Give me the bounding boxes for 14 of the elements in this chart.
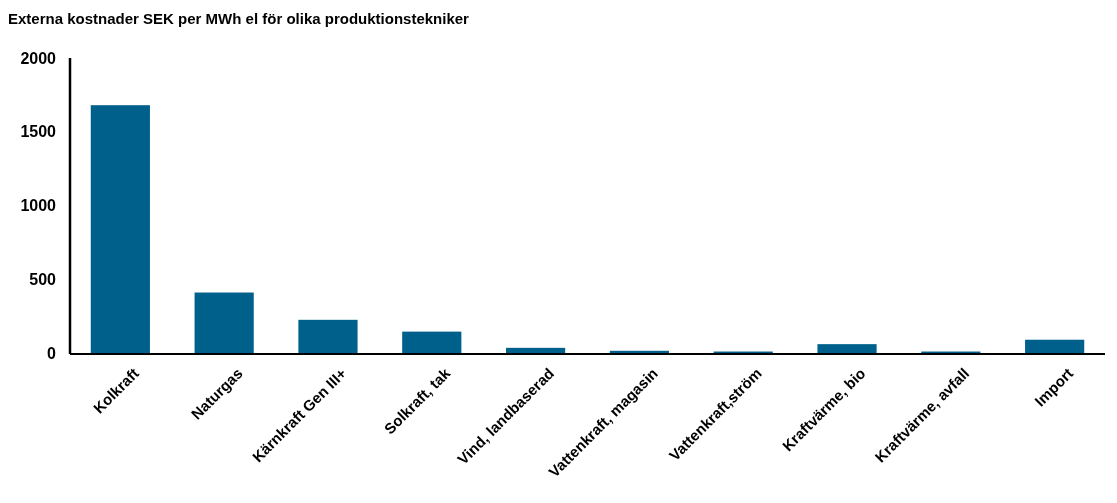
bar [506,347,566,353]
y-tick-label: 1500 [20,123,57,141]
chart-title: Externa kostnader SEK per MWh el för olika produktionstekniker [8,10,470,27]
bar [194,292,254,353]
bar [90,105,150,353]
y-tick-label: 2000 [20,49,57,67]
bar [817,344,877,353]
y-tick-label: 500 [29,270,57,288]
bar [298,319,358,353]
y-tick-label: 1000 [20,197,57,215]
bar [1025,339,1085,353]
bar [402,331,462,353]
y-tick-label: 0 [47,344,57,362]
bar [609,350,669,353]
